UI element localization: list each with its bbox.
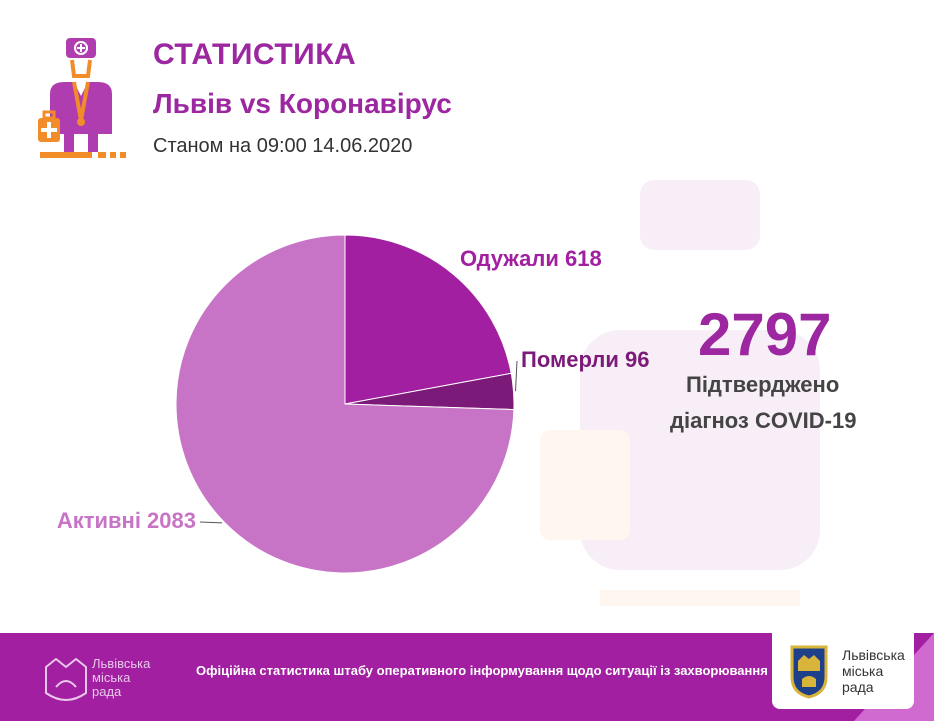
coat-of-arms-icon xyxy=(790,645,828,699)
doctor-watermark-icon xyxy=(540,180,820,606)
footer-text: Офіційна статистика штабу оперативного і… xyxy=(196,663,776,678)
footer-right-logo-line2: міська xyxy=(842,663,884,679)
page-subtitle: Львів vs Коронавірус xyxy=(153,88,452,119)
city-council-card: Львівська міська рада xyxy=(772,633,914,709)
total-count: 2797 xyxy=(698,301,832,368)
city-council-logo-icon xyxy=(45,657,87,701)
total-caption-line2: діагноз COVID-19 xyxy=(670,408,857,433)
doctor-icon xyxy=(38,38,126,158)
footer: Львівська міська рада Офіційна статистик… xyxy=(0,633,934,721)
page-title: СТАТИСТИКА xyxy=(153,38,357,71)
pie-slice xyxy=(344,234,512,405)
footer-left-logo-line3: рада xyxy=(92,684,122,699)
date-line: Станом на 09:00 14.06.2020 xyxy=(153,135,413,157)
city-council-card-text: Львівська міська рада xyxy=(842,647,905,695)
footer-left-logo-line2: міська xyxy=(92,670,131,685)
pie-data-label: Активні 2083 xyxy=(57,508,196,533)
pie-leader-line xyxy=(199,521,223,524)
footer-left-logo-text: Львівська міська рада xyxy=(92,657,150,699)
pie-leader-line xyxy=(515,360,518,392)
pie-chart: Одужали 618 Померли 96 Активні 2083 xyxy=(57,234,649,574)
footer-left-logo-line1: Львівська xyxy=(92,656,151,671)
pie-data-label: Одужали 618 xyxy=(460,246,602,271)
pie-slice xyxy=(175,234,515,574)
pie-data-label: Померли 96 xyxy=(521,347,649,372)
total-caption-line1: Підтверджено xyxy=(686,372,840,397)
footer-right-logo-line1: Львівська xyxy=(842,647,905,663)
footer-right-logo-line3: рада xyxy=(842,679,874,695)
